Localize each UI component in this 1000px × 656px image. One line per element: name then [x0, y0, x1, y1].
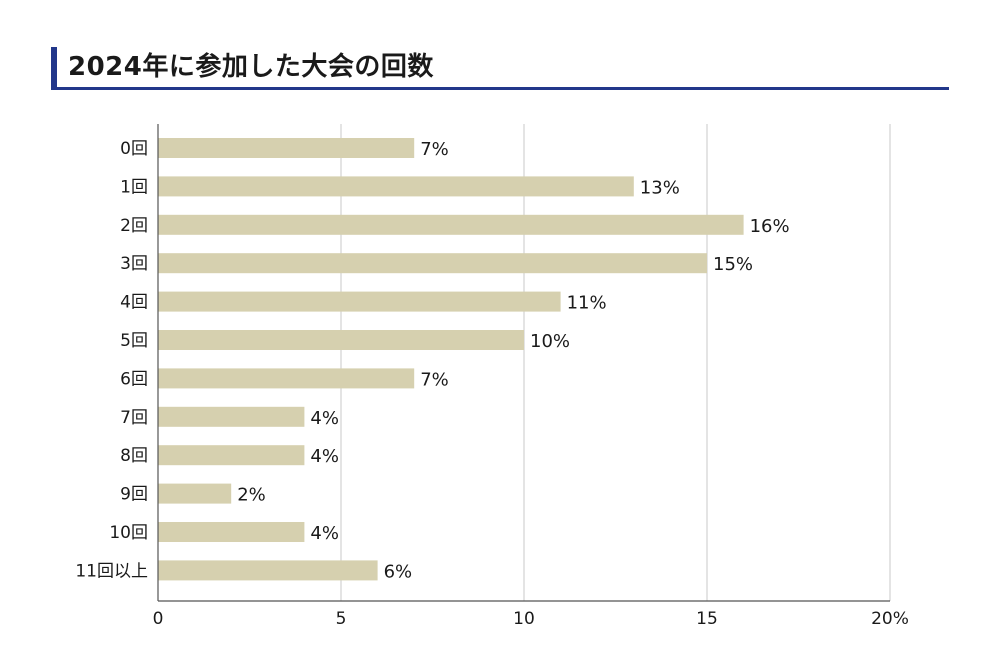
category-label: 0回 — [120, 139, 148, 159]
bar — [158, 368, 415, 389]
x-tick-label: 5 — [336, 609, 347, 629]
bar — [158, 253, 707, 274]
axes — [157, 124, 890, 602]
bar — [158, 483, 232, 504]
bar — [158, 138, 415, 158]
value-label: 7% — [420, 369, 449, 390]
chart-title: 2024年に参加した大会の回数 — [68, 52, 434, 82]
bar — [158, 406, 305, 427]
bars — [158, 138, 744, 581]
bar — [158, 214, 744, 235]
bar — [158, 445, 305, 466]
value-label: 4% — [310, 408, 339, 429]
category-label: 6回 — [120, 369, 148, 389]
value-label: 6% — [384, 561, 413, 582]
value-label: 7% — [420, 139, 449, 160]
x-tick-label: 10 — [513, 609, 535, 629]
category-label: 5回 — [120, 331, 148, 351]
category-label: 8回 — [120, 446, 148, 466]
bar — [158, 176, 634, 197]
value-label: 4% — [310, 523, 339, 544]
x-tick-label: 0 — [153, 609, 164, 629]
value-label: 13% — [640, 177, 680, 198]
category-label: 2回 — [120, 216, 148, 236]
bar — [158, 330, 524, 350]
labels: 0 5 10 15 20% 0回 7% 1回 13% 2回 16% 3回 15% 4回 11% 5回 10% 6回… — [75, 139, 909, 629]
value-label: 15% — [713, 254, 753, 275]
category-label: 4回 — [120, 293, 148, 313]
value-label: 2% — [237, 485, 266, 506]
grid-lines — [340, 124, 891, 601]
bar — [158, 291, 561, 312]
title-accent-bar — [51, 47, 57, 89]
category-label: 1回 — [120, 177, 148, 197]
x-tick-label: 15 — [696, 609, 718, 629]
value-label: 4% — [310, 446, 339, 467]
category-label: 7回 — [120, 408, 148, 428]
category-label: 10回 — [109, 523, 148, 543]
bar — [158, 560, 378, 581]
value-label: 10% — [530, 331, 570, 352]
category-label: 3回 — [120, 254, 148, 274]
title-underline — [51, 87, 949, 90]
bar — [158, 522, 305, 542]
category-label: 9回 — [120, 485, 148, 505]
value-label: 16% — [750, 216, 790, 237]
category-label: 11回以上 — [75, 561, 148, 581]
value-label: 11% — [567, 293, 607, 314]
x-tick-label: 20% — [871, 609, 909, 629]
